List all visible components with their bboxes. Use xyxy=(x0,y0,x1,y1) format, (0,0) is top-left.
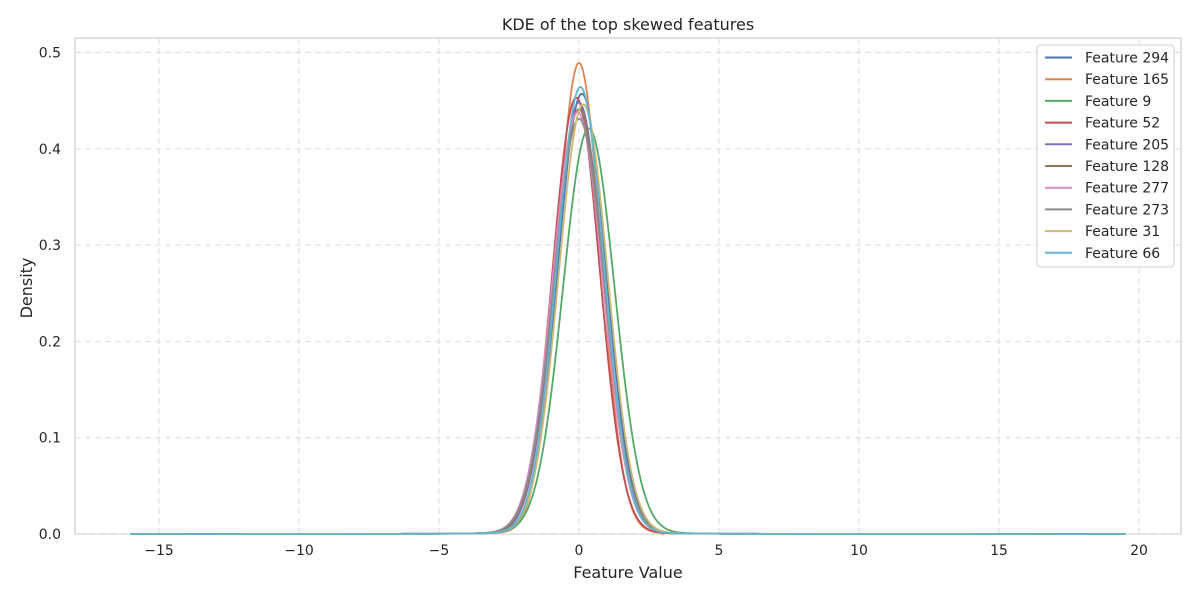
legend-label: Feature 205 xyxy=(1085,137,1169,153)
y-tick-label: 0.5 xyxy=(39,45,61,61)
legend-label: Feature 31 xyxy=(1085,224,1160,240)
legend-label: Feature 128 xyxy=(1085,159,1169,175)
y-tick-label: 0.0 xyxy=(39,527,61,543)
y-tick-label: 0.3 xyxy=(39,238,61,254)
x-axis-label: Feature Value xyxy=(573,563,682,582)
legend-label: Feature 273 xyxy=(1085,202,1169,218)
y-axis-label: Density xyxy=(17,258,36,319)
x-tick-label: −10 xyxy=(284,543,314,559)
y-tick-label: 0.4 xyxy=(39,142,61,158)
x-tick-label: 15 xyxy=(990,543,1008,559)
legend-label: Feature 277 xyxy=(1085,181,1169,197)
legend-label: Feature 9 xyxy=(1085,94,1151,110)
x-tick-label: −15 xyxy=(144,543,174,559)
legend-label: Feature 52 xyxy=(1085,116,1160,132)
x-tick-label: 20 xyxy=(1130,543,1148,559)
y-tick-label: 0.2 xyxy=(39,334,61,350)
x-tick-label: 5 xyxy=(715,543,724,559)
x-tick-label: 0 xyxy=(575,543,584,559)
x-tick-label: 10 xyxy=(850,543,868,559)
legend-label: Feature 294 xyxy=(1085,51,1169,67)
chart-title: KDE of the top skewed features xyxy=(502,15,754,34)
legend-label: Feature 66 xyxy=(1085,246,1160,262)
series-line-feature-66 xyxy=(130,86,1126,535)
series-lines xyxy=(130,61,1126,535)
y-tick-label: 0.1 xyxy=(39,431,61,447)
x-tick-label: −5 xyxy=(429,543,450,559)
y-axis-ticks: 0.0 0.1 0.2 0.3 0.4 0.5 xyxy=(39,45,61,543)
legend: Feature 294 Feature 165 Feature 9 Feature 5… xyxy=(1036,44,1175,268)
grid-lines xyxy=(75,38,1181,535)
x-axis-ticks: −15 −10 −5 0 5 10 15 20 xyxy=(144,543,1148,559)
legend-label: Feature 165 xyxy=(1085,72,1169,88)
